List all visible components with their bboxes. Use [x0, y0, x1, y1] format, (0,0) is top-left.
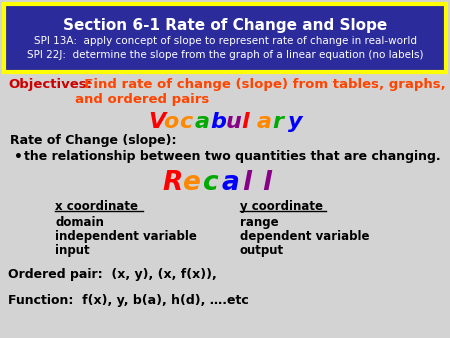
Text: Function:  f(x), y, b(a), h(d), ….etc: Function: f(x), y, b(a), h(d), ….etc — [8, 294, 249, 307]
Text: output: output — [240, 244, 284, 257]
Text: independent variable: independent variable — [55, 230, 197, 243]
Text: input: input — [55, 244, 90, 257]
Text: SPI 13A:  apply concept of slope to represent rate of change in real-world: SPI 13A: apply concept of slope to repre… — [33, 36, 417, 46]
Text: and ordered pairs: and ordered pairs — [75, 93, 209, 106]
Text: Find rate of change (slope) from tables, graphs,: Find rate of change (slope) from tables,… — [75, 78, 446, 91]
Text: V: V — [148, 112, 165, 132]
Text: •: • — [14, 150, 23, 164]
Text: a: a — [222, 170, 240, 196]
Text: u: u — [225, 112, 241, 132]
Text: Objectives:: Objectives: — [8, 78, 92, 91]
Text: l: l — [262, 170, 271, 196]
Text: dependent variable: dependent variable — [240, 230, 369, 243]
Text: range: range — [240, 216, 279, 229]
Text: c: c — [179, 112, 192, 132]
Text: x coordinate: x coordinate — [55, 200, 138, 213]
Text: Rate of Change (slope):: Rate of Change (slope): — [10, 134, 176, 147]
Text: y coordinate: y coordinate — [240, 200, 323, 213]
Text: SPI 22J:  determine the slope from the graph of a linear equation (no labels): SPI 22J: determine the slope from the gr… — [27, 50, 423, 60]
Text: b: b — [210, 112, 226, 132]
Text: c: c — [202, 170, 218, 196]
Text: l: l — [241, 112, 248, 132]
Text: y: y — [288, 112, 302, 132]
Text: domain: domain — [55, 216, 104, 229]
Text: a: a — [194, 112, 210, 132]
Text: R: R — [162, 170, 182, 196]
Text: a: a — [256, 112, 271, 132]
Text: l: l — [242, 170, 251, 196]
Text: o: o — [163, 112, 179, 132]
Text: the relationship between two quantities that are changing.: the relationship between two quantities … — [24, 150, 441, 163]
Text: Section 6-1 Rate of Change and Slope: Section 6-1 Rate of Change and Slope — [63, 18, 387, 33]
Text: e: e — [182, 170, 200, 196]
Text: Ordered pair:  (x, y), (x, f(x)),: Ordered pair: (x, y), (x, f(x)), — [8, 268, 217, 281]
FancyBboxPatch shape — [4, 4, 446, 72]
Text: r: r — [272, 112, 283, 132]
